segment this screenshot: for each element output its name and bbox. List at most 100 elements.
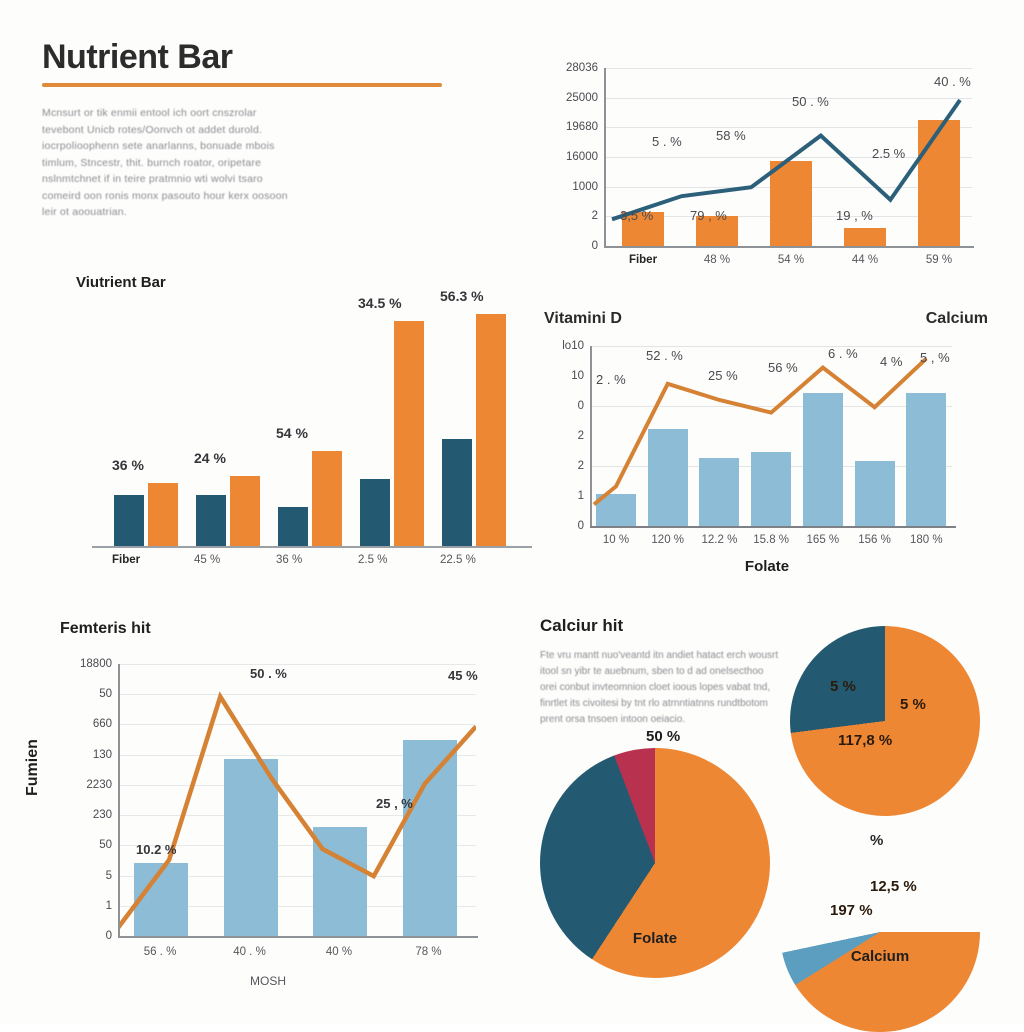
vitamind-title-left: Vitamini D (544, 310, 622, 327)
gridline (118, 694, 476, 696)
pie-folate-caption: Folate (632, 930, 678, 947)
gridline (604, 68, 972, 69)
vitamind-title-right: Calcium (925, 310, 988, 327)
vitamind-y-ticks: lo10 10 0 2 2 1 0 (532, 340, 584, 532)
y-tick: 230 (92, 809, 112, 822)
bar-value-label: 45 % (448, 668, 478, 683)
y-tick: 1 (105, 899, 112, 912)
y-tick: 0 (105, 930, 112, 942)
y-tick: 660 (92, 718, 112, 731)
gridline (590, 346, 952, 347)
pie-calcium-label-2: 197 % (830, 902, 873, 919)
y-tick: 5 (105, 869, 112, 882)
x-tick: Fiber (628, 254, 658, 266)
x-tick: 40 . % (233, 946, 266, 958)
vitamind-chart: Vitamini D Calcium lo10 10 0 2 2 1 0 2 . % 52 .… (532, 304, 1002, 598)
bar-value-label: 25 , % (376, 796, 413, 811)
gridline (604, 127, 972, 129)
bar-teal (360, 478, 390, 546)
bar (906, 392, 947, 526)
grouped-bar-chart: Viutrient Bar 36 % 24 % 54 % 34.5 % 56.3 % F… (30, 262, 532, 592)
x-tick: 48 % (703, 254, 731, 266)
pie-calcium-graphic (780, 832, 980, 1032)
combo-x-axis (604, 246, 974, 248)
bar-teal (278, 506, 308, 546)
line-value-label: 5 , % (920, 350, 950, 365)
grouped-bar-plot: 36 % 24 % 54 % 34.5 % 56.3 % (92, 288, 522, 546)
line-value-label: 52 . % (646, 348, 683, 363)
bar-orange (230, 476, 260, 546)
y-tick: 0 (577, 520, 584, 532)
bar-group (192, 314, 268, 546)
x-tick: 120 % (651, 534, 685, 546)
bar-value-label: 19 , % (836, 208, 873, 223)
bar-value-label: 3,5 % (620, 208, 654, 223)
bar-value-label: 34.5 % (358, 294, 402, 311)
bar (699, 457, 740, 526)
line-value-label: 2.5 % (872, 146, 906, 161)
title-underline (42, 83, 442, 87)
x-tick: 56 . % (143, 946, 177, 958)
combo-y-ticks: 28036 25000 19680 16000 1000 2 0 (532, 62, 598, 252)
x-tick: 59 % (925, 254, 953, 266)
y-tick: 19680 (566, 121, 598, 134)
combo-plot: 5 . % 58 % 50 . % 2.5 % 40 . % 3,5 % 79 , % 19 … (604, 68, 972, 247)
combo-chart: 28036 25000 19680 16000 1000 2 0 5 . % 58 % 50 .… (532, 46, 1002, 296)
vitamind-y-axis (590, 346, 592, 526)
bar-orange (394, 320, 424, 546)
gridline (118, 724, 476, 726)
line-value-label: 40 . % (934, 74, 971, 89)
y-tick: 18800 (80, 658, 112, 670)
gridline (118, 845, 476, 847)
gridline (590, 406, 952, 407)
bar-group (438, 314, 514, 546)
line-value-label: 4 % (880, 354, 903, 369)
x-tick: 180 % (909, 534, 943, 546)
combo-line (611, 98, 962, 222)
x-tick: 45 % (194, 554, 221, 566)
femteris-y-axis (118, 664, 120, 936)
gridline (118, 784, 476, 786)
line-value-label: 58 % (716, 128, 746, 143)
vitamind-x-axis-title: Folate (744, 558, 790, 575)
grouped-bar-x-axis (92, 546, 532, 548)
y-tick: 50 (99, 688, 112, 701)
bar-orange (148, 483, 178, 546)
bar-teal (196, 494, 226, 546)
pie-calcium-caption: Calcium (850, 948, 910, 965)
x-tick: 2.5 % (358, 554, 388, 566)
y-tick: 28036 (566, 62, 598, 74)
bar-group (110, 314, 186, 546)
x-tick: 12.2 % (701, 534, 738, 546)
pie-folate-graphic (540, 748, 770, 978)
pie-calcium-label-1: 12,5 % (870, 878, 917, 895)
y-tick: 2 (577, 430, 584, 442)
y-tick: 2 (591, 210, 598, 223)
bar-group (274, 314, 350, 546)
line-value-label: 5 . % (652, 134, 682, 149)
x-tick: 54 % (777, 254, 805, 266)
gridline (118, 875, 476, 877)
line-value-label: 2 . % (596, 372, 626, 387)
bar-value-label: 36 % (112, 457, 144, 474)
y-tick: 0 (577, 400, 584, 412)
bar-group (356, 314, 432, 546)
line-value-label: 50 . % (792, 94, 829, 109)
pie-upper-right-label-1: 5 % (900, 696, 926, 713)
vitamind-plot: 2 . % 52 . % 25 % 56 % 6 . % 4 % 5 , % (590, 346, 952, 527)
bar (647, 428, 688, 526)
bar-teal (114, 494, 144, 546)
y-tick: 130 (92, 748, 112, 761)
x-tick: 156 % (858, 534, 891, 546)
bar (622, 212, 664, 246)
bar-value-label: 56.3 % (440, 288, 484, 304)
y-tick: 2230 (86, 778, 112, 791)
bar-value-label: 54 % (276, 424, 308, 441)
gridline (118, 664, 476, 665)
y-tick: 16000 (566, 151, 598, 163)
bar (696, 215, 738, 246)
x-tick: 40 % (325, 946, 353, 958)
femteris-title: Femteris hit (60, 620, 151, 637)
femteris-chart: Femteris hit Fumien 18800 50 660 130 2230 230… (18, 606, 518, 1006)
x-tick: 165 % (806, 534, 840, 546)
